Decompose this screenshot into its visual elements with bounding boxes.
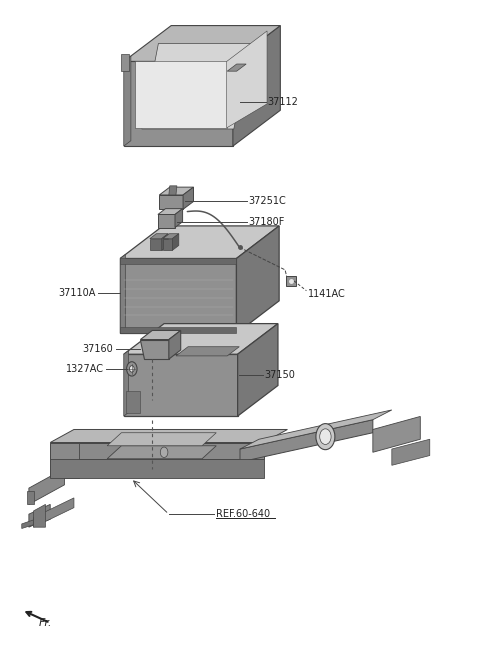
Polygon shape [373, 417, 420, 452]
Text: Fr.: Fr. [38, 618, 52, 628]
Polygon shape [176, 347, 240, 356]
Text: 37251C: 37251C [249, 196, 286, 206]
Polygon shape [172, 234, 179, 250]
Text: 37112: 37112 [267, 97, 299, 107]
Polygon shape [227, 31, 267, 128]
Circle shape [127, 362, 137, 376]
Polygon shape [120, 258, 237, 263]
Polygon shape [124, 26, 280, 61]
Polygon shape [150, 234, 168, 238]
Text: 37150: 37150 [264, 371, 296, 380]
Polygon shape [140, 330, 180, 340]
Polygon shape [50, 443, 79, 478]
Polygon shape [142, 43, 251, 129]
Polygon shape [126, 392, 140, 413]
Polygon shape [124, 56, 131, 146]
Polygon shape [163, 234, 179, 238]
Polygon shape [22, 514, 50, 528]
Polygon shape [392, 440, 430, 465]
Circle shape [320, 429, 331, 444]
Polygon shape [120, 254, 125, 333]
Polygon shape [26, 491, 34, 505]
Text: 37110A: 37110A [58, 288, 96, 298]
Polygon shape [158, 214, 175, 227]
Polygon shape [50, 459, 264, 478]
Polygon shape [50, 430, 288, 443]
Polygon shape [29, 505, 50, 527]
Circle shape [160, 447, 168, 457]
Polygon shape [175, 209, 182, 227]
Polygon shape [120, 226, 279, 258]
Polygon shape [238, 324, 278, 416]
Polygon shape [107, 445, 216, 459]
Polygon shape [140, 340, 169, 359]
Polygon shape [107, 433, 216, 445]
Polygon shape [124, 351, 129, 416]
Circle shape [130, 366, 134, 372]
Polygon shape [124, 354, 238, 416]
Polygon shape [169, 330, 180, 359]
Polygon shape [287, 276, 296, 286]
Text: 1141AC: 1141AC [308, 289, 346, 299]
Polygon shape [150, 238, 162, 250]
Text: 1327AC: 1327AC [66, 364, 104, 374]
Polygon shape [240, 410, 392, 449]
Polygon shape [163, 238, 172, 250]
Text: REF.60-640: REF.60-640 [216, 509, 270, 519]
Polygon shape [240, 420, 373, 462]
Polygon shape [158, 209, 182, 214]
Polygon shape [34, 498, 74, 527]
Polygon shape [121, 54, 130, 71]
Circle shape [316, 424, 335, 449]
Polygon shape [34, 505, 46, 527]
Text: 37160: 37160 [83, 344, 113, 354]
Polygon shape [233, 26, 280, 146]
Polygon shape [227, 64, 246, 71]
Polygon shape [159, 187, 193, 195]
Polygon shape [124, 324, 278, 354]
Polygon shape [135, 61, 227, 128]
Polygon shape [159, 195, 183, 210]
Polygon shape [183, 187, 193, 210]
Polygon shape [120, 327, 237, 333]
Polygon shape [169, 186, 177, 195]
Polygon shape [162, 234, 168, 250]
Polygon shape [124, 61, 233, 146]
Polygon shape [50, 443, 264, 459]
Polygon shape [29, 468, 64, 505]
Polygon shape [120, 258, 237, 333]
Polygon shape [237, 226, 279, 333]
Text: 37180F: 37180F [249, 217, 285, 227]
